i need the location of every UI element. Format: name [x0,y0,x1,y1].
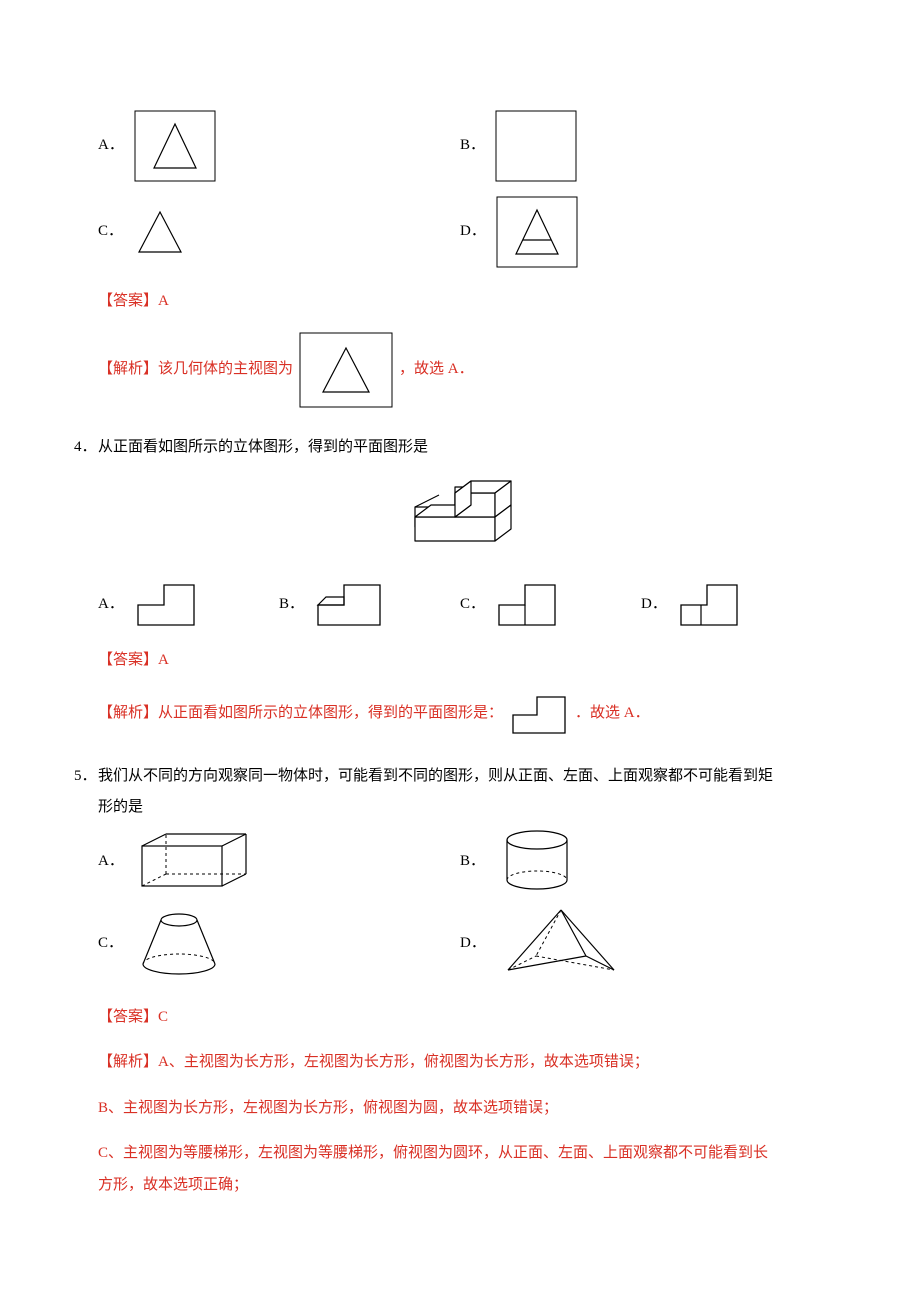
q4-stem: 4． 从正面看如图所示的立体图形，得到的平面图形是 [74,432,822,464]
q4-opt-A: A． [98,581,279,629]
answer-tag: 【答案】 [98,1002,158,1034]
label-C: C． [460,589,485,621]
label-B: B． [460,130,485,162]
q5-expl-C2: 方形，故本选项正确； [98,1177,248,1193]
q3-opt-C: C． [98,208,460,256]
q4-opt-B: B． [279,581,460,629]
q5-options-row2: C． D． [98,904,822,984]
q5-A-figure [134,830,254,894]
q3-analysis-figure [299,332,393,408]
label-A: A． [98,589,124,621]
q5-expl-A: A、主视图为长方形，左视图为长方形，俯视图为长方形，故本选项错误； [158,1054,649,1070]
q5-answer: 【答案】C [98,1002,822,1034]
label-A: A． [98,130,124,162]
answer-tag: 【答案】 [98,645,158,677]
q3-A-figure [134,110,216,182]
q3-analysis: 【解析】该几何体的主视图为 ，故选 A． [98,332,822,408]
q5-options-row1: A． B． [98,828,822,896]
q5-stem-line2: 形的是 [98,799,143,815]
label-C: C． [98,216,123,248]
q5-opt-C: C． [98,908,460,980]
q5-analysis: 【解析】A、主视图为长方形，左视图为长方形，俯视图为长方形，故本选项错误； B、… [98,1047,822,1201]
q5-expl-C: C、主视图为等腰梯形，左视图为等腰梯形，俯视图为圆环，从正面、左面、上面观察都不… [98,1145,768,1161]
q4-opt-C: C． [460,581,641,629]
q3-options-row1: A． B． [98,110,822,182]
label-B: B． [460,846,485,878]
label-B: B． [279,589,304,621]
q3-D-figure [496,196,578,268]
q3-answer-value: A [158,286,169,318]
q4-stem-text: 从正面看如图所示的立体图形，得到的平面图形是 [98,432,428,464]
q4-answer-value: A [158,645,169,677]
q5-opt-A: A． [98,830,460,894]
q4-B-figure [314,581,384,629]
q5-stem-line1: 我们从不同的方向观察同一物体时，可能看到不同的图形，则从正面、左面、上面观察都不… [98,761,773,793]
q3-answer: 【答案】A [98,286,822,318]
q3-options-row2: C． D． [98,196,822,268]
q3-opt-B: B． [460,110,822,182]
q4-A-figure [134,581,198,629]
label-D: D． [641,589,667,621]
q4-analysis-post: ．故选 A． [575,698,650,730]
q4-options: A． B． C． D． [98,581,822,629]
q3-opt-A: A． [98,110,460,182]
q4-answer: 【答案】A [98,645,822,677]
q5-C-figure [133,908,225,980]
answer-tag: 【答案】 [98,286,158,318]
label-C: C． [98,928,123,960]
q5-B-figure [495,828,579,896]
label-D: D． [460,928,486,960]
q4-prompt-figure-wrap [98,477,822,567]
q4-num: 4． [74,432,98,464]
q5-num: 5． [74,761,98,793]
q4-prompt-figure [395,477,525,567]
label-A: A． [98,846,124,878]
q5-stem: 5． 我们从不同的方向观察同一物体时，可能看到不同的图形，则从正面、左面、上面观… [74,761,822,824]
analysis-tag: 【解析】 [98,1054,158,1070]
analysis-tag: 【解析】 [98,698,158,730]
q4-analysis-pre: 从正面看如图所示的立体图形，得到的平面图形是： [158,698,503,730]
q5-answer-value: C [158,1002,168,1034]
q5-opt-B: B． [460,828,822,896]
q3-analysis-pre: 该几何体的主视图为 [158,354,293,386]
q5-expl-B: B、主视图为长方形，左视图为长方形，俯视图为圆，故本选项错误； [98,1100,558,1116]
q4-D-figure [677,581,741,629]
q3-B-figure [495,110,577,182]
q5-D-figure [496,904,626,984]
q4-opt-D: D． [641,581,822,629]
q3-analysis-post: ，故选 A． [399,354,474,386]
q3-opt-D: D． [460,196,822,268]
label-D: D． [460,216,486,248]
analysis-tag: 【解析】 [98,354,158,386]
q4-analysis-figure [509,691,569,737]
q5-opt-D: D． [460,904,822,984]
q3-C-figure [133,208,187,256]
q4-analysis: 【解析】从正面看如图所示的立体图形，得到的平面图形是： ．故选 A． [98,691,822,737]
q4-C-figure [495,581,559,629]
